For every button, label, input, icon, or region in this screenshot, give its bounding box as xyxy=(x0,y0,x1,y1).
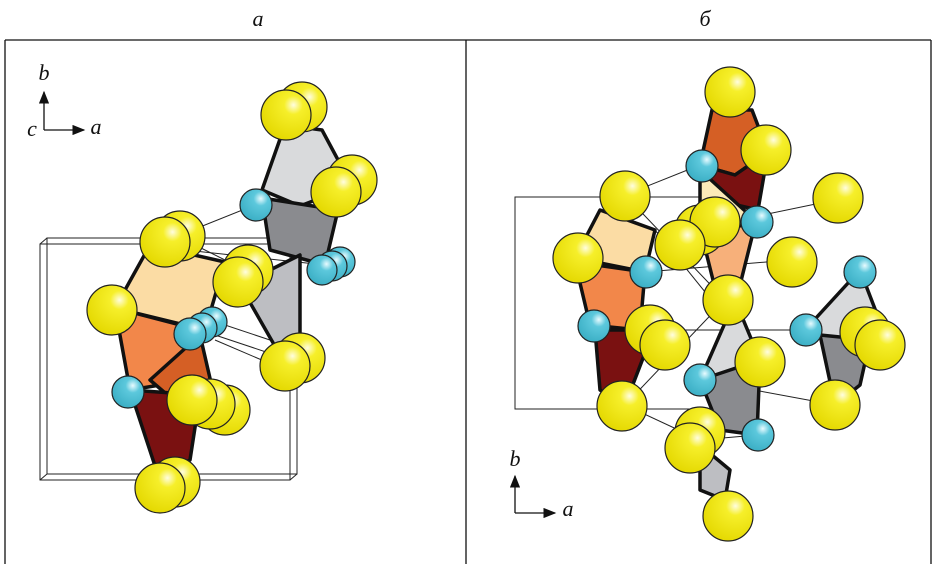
atom xyxy=(87,285,137,335)
atom xyxy=(665,423,715,473)
atom xyxy=(844,256,876,288)
atom xyxy=(810,380,860,430)
panel-label: а xyxy=(253,6,264,31)
atom xyxy=(741,125,791,175)
atom xyxy=(174,318,206,350)
atom xyxy=(686,150,718,182)
atom xyxy=(311,167,361,217)
axis-label: b xyxy=(510,446,521,471)
bond xyxy=(290,474,297,480)
atom xyxy=(261,90,311,140)
atom xyxy=(630,256,662,288)
atom xyxy=(813,173,863,223)
axis-label: b xyxy=(39,60,50,85)
atom xyxy=(167,375,217,425)
atom xyxy=(767,237,817,287)
atom xyxy=(655,220,705,270)
atom xyxy=(855,320,905,370)
figure: а б b c a b a xyxy=(0,0,936,564)
atom xyxy=(307,255,337,285)
atom xyxy=(684,364,716,396)
axis-label: c xyxy=(27,116,37,141)
atom xyxy=(140,217,190,267)
atom xyxy=(260,341,310,391)
atom xyxy=(705,67,755,117)
panel-label: б xyxy=(699,6,711,31)
axes-indicator: b c a xyxy=(27,60,101,141)
atom xyxy=(135,463,185,513)
axis-label: a xyxy=(91,114,102,139)
bond xyxy=(40,474,47,480)
atom xyxy=(600,171,650,221)
atom xyxy=(741,206,773,238)
atom xyxy=(240,189,272,221)
atom xyxy=(578,310,610,342)
atom xyxy=(112,376,144,408)
bond xyxy=(40,238,47,244)
atom xyxy=(703,491,753,541)
atom xyxy=(213,257,263,307)
atom xyxy=(640,320,690,370)
atom xyxy=(703,275,753,325)
axes-indicator: b a xyxy=(510,446,574,521)
atom xyxy=(742,419,774,451)
axis-label: a xyxy=(563,496,574,521)
atom xyxy=(790,314,822,346)
atom xyxy=(553,233,603,283)
atom xyxy=(735,337,785,387)
crystal-structure xyxy=(515,67,905,541)
crystal-structure xyxy=(40,82,377,513)
atom xyxy=(597,381,647,431)
